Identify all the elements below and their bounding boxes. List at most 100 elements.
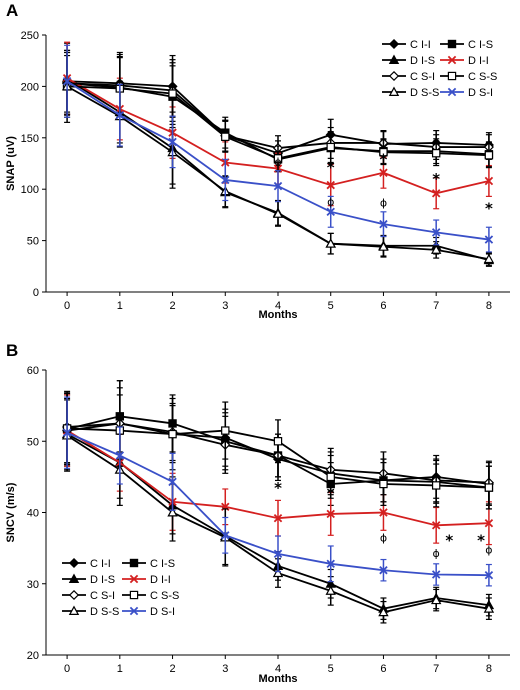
data-point (379, 147, 388, 157)
data-point (484, 235, 494, 244)
x-tick-label: 2 (169, 663, 175, 675)
data-point (326, 559, 335, 569)
significance-star: * (327, 159, 335, 177)
legend-label: C S-S (150, 590, 179, 602)
legend-item: C S-I (62, 589, 115, 602)
x-tick-label: 1 (117, 300, 123, 312)
data-point (484, 570, 494, 580)
legend-marker (129, 590, 139, 600)
significance-star: * (432, 170, 440, 188)
legend-label: D I-I (150, 574, 171, 586)
data-point (431, 570, 441, 579)
data-point (115, 110, 125, 120)
x-tick-label: 8 (486, 663, 492, 675)
legend-marker (68, 589, 80, 601)
significance-star: * (477, 532, 485, 550)
data-point (221, 426, 230, 435)
x-tick-label: 5 (328, 663, 334, 675)
x-tick-label: 0 (64, 300, 70, 312)
phi-annotation: ϕ (327, 196, 334, 209)
legend-item: D S-S (62, 605, 119, 618)
x-axis-title: Months (258, 673, 297, 685)
legend-item: D I-S (382, 54, 435, 67)
y-tick-label: 60 (27, 365, 39, 377)
legend-marker (129, 606, 139, 616)
y-tick-label: 50 (27, 236, 39, 248)
x-tick-label: 3 (222, 300, 228, 312)
legend: C I-I C I-S D I-S D I-I C S-I C S-S D S-S D S-I (382, 38, 497, 99)
significance-star: * (327, 485, 335, 503)
legend-marker (447, 55, 457, 65)
data-point (484, 151, 494, 160)
data-point (167, 507, 178, 517)
significance-star: * (274, 479, 282, 497)
data-point (484, 176, 494, 186)
series-d-s-i (62, 396, 494, 587)
data-point (62, 428, 72, 437)
data-point (326, 509, 335, 519)
legend-label: C I-I (410, 39, 431, 51)
legend-marker (68, 605, 80, 616)
legend-item: D S-S (382, 86, 439, 99)
data-point (168, 89, 177, 98)
data-point (326, 472, 335, 482)
phi-annotation: ϕ (485, 544, 492, 557)
series-d-s-s (61, 399, 495, 624)
legend-item: D S-I (440, 87, 493, 99)
data-point (483, 603, 495, 613)
y-tick-label: 20 (27, 650, 39, 662)
x-tick-label: 7 (433, 663, 439, 675)
data-point (62, 77, 72, 86)
legend-marker (129, 558, 139, 568)
legend: C I-I C I-S D I-S D I-I C S-I C S-S D S-S D S-I (62, 557, 179, 618)
y-axis-title: SNCV (m/s) (5, 482, 17, 542)
x-axis-title: Months (258, 309, 297, 321)
legend-marker (447, 87, 457, 97)
data-point (379, 508, 388, 517)
legend-item: D I-I (440, 55, 489, 67)
panel-a-letter: A (6, 1, 18, 20)
legend-marker (388, 86, 400, 97)
y-tick-label: 30 (27, 579, 39, 591)
data-point (272, 208, 284, 218)
data-point (378, 606, 389, 617)
data-point (326, 180, 335, 190)
data-point (484, 483, 494, 492)
series-d-s-i (62, 44, 494, 253)
data-point (273, 154, 283, 163)
legend-label: C S-I (90, 590, 115, 602)
x-tick-label: 4 (275, 300, 281, 312)
data-point (273, 181, 283, 191)
legend-marker (68, 557, 80, 569)
data-point (221, 175, 230, 185)
data-point (431, 189, 441, 198)
x-tick-label: 4 (275, 663, 281, 675)
phi-annotation: ϕ (380, 197, 387, 210)
legend-label: D I-S (410, 55, 435, 67)
data-point (273, 437, 283, 446)
legend-item: D S-I (122, 606, 175, 618)
legend-label: D I-I (468, 55, 489, 67)
legend-marker (388, 54, 400, 65)
legend-item: C I-I (62, 557, 111, 570)
data-point (168, 137, 177, 147)
data-point (221, 531, 230, 540)
legend-label: D S-S (90, 606, 119, 618)
x-tick-label: 6 (380, 300, 386, 312)
legend-marker (388, 38, 400, 50)
data-point (379, 479, 388, 489)
legend-item: C I-S (440, 39, 493, 51)
phi-annotation: ϕ (274, 155, 281, 168)
legend-label: D I-S (90, 574, 115, 586)
legend-item: D I-S (62, 573, 115, 586)
legend-label: C S-S (468, 71, 497, 83)
x-tick-label: 0 (64, 663, 70, 675)
series-c-s-i (62, 51, 494, 162)
data-point (483, 253, 495, 264)
data-point (378, 241, 389, 251)
legend-label: C I-S (468, 39, 493, 51)
data-point (379, 219, 388, 229)
x-tick-label: 8 (486, 300, 492, 312)
y-tick-label: 40 (27, 508, 39, 520)
